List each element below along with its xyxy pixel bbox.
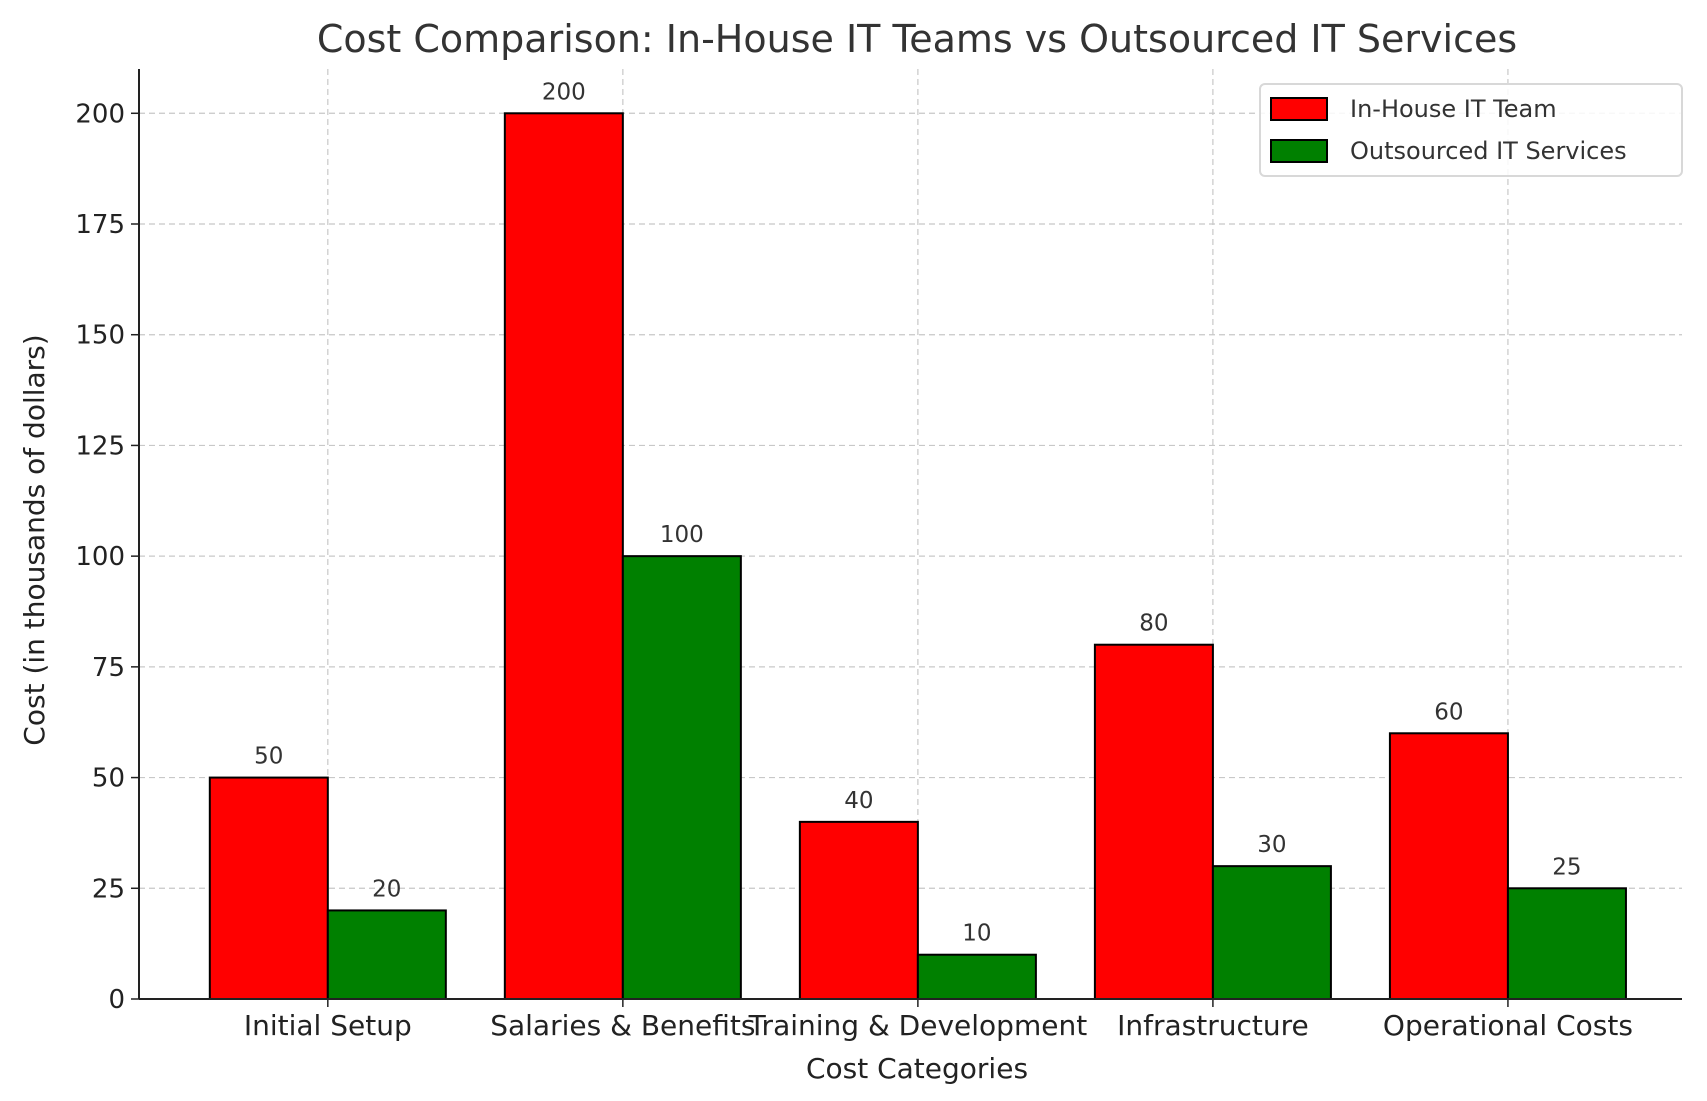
y-axis-label: Cost (in thousands of dollars) [18,334,51,745]
y-tick-label: 175 [75,210,125,240]
bar-value-label: 10 [962,921,991,947]
y-tick-label: 75 [92,653,125,683]
bar-outsourced [916,953,1037,1001]
bar-in-house [208,776,329,1000]
x-tick-label: Salaries & Benefits [490,1009,755,1042]
legend-label: Outsourced IT Services [1350,137,1627,165]
bar-value-label: 60 [1434,699,1463,725]
x-tick-label: Operational Costs [1383,1009,1633,1042]
y-tick-label: 125 [75,431,125,461]
bar-value-label: 30 [1257,832,1286,858]
bar-value-label: 20 [372,876,401,902]
y-tick-label: 25 [92,874,125,904]
x-tick-label: Training & Development [748,1009,1088,1042]
legend: In-House IT Team Outsourced IT Services [1259,83,1683,177]
legend-box [1259,83,1683,177]
y-tick-label: 150 [75,321,125,351]
bar-outsourced [326,909,447,1001]
bar-value-label: 50 [254,744,283,770]
bar-value-label: 200 [542,79,586,105]
legend-label: In-House IT Team [1350,95,1557,123]
y-tick-label: 50 [92,764,125,794]
legend-swatch [1270,139,1328,163]
bar-outsourced [621,555,742,1001]
bar-in-house [798,820,919,1000]
x-tick-label: Initial Setup [244,1009,412,1042]
bar-value-label: 100 [660,522,704,548]
bar-outsourced [1211,865,1332,1001]
y-tick-label: 0 [108,985,125,1015]
bar-in-house [1388,732,1509,1000]
x-axis-label: Cost Categories [806,1052,1028,1085]
x-tick-label: Infrastructure [1117,1009,1309,1042]
legend-swatch [1270,97,1328,121]
y-tick-label: 100 [75,542,125,572]
y-tick-label: 200 [75,99,125,129]
bar-outsourced [1506,887,1627,1000]
bar-value-label: 25 [1552,854,1581,880]
bar-value-label: 80 [1139,611,1168,637]
bar-in-house [1093,643,1214,1000]
chart-title: Cost Comparison: In-House IT Teams vs Ou… [317,17,1517,61]
bar-in-house [503,112,624,1001]
bar-value-label: 40 [844,788,873,814]
